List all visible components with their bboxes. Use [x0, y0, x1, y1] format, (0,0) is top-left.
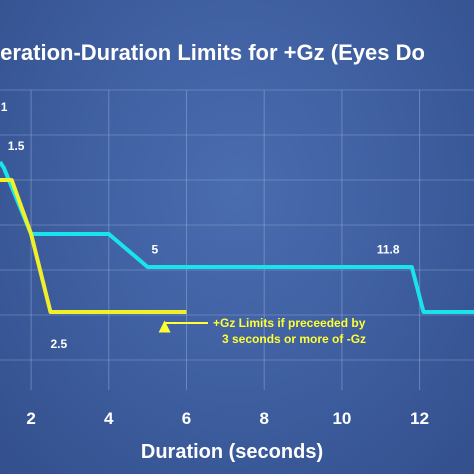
data-label-4: 2.5: [51, 337, 68, 351]
series-line-0: [0, 160, 474, 314]
data-label-1: 1.5: [8, 139, 25, 153]
x-axis-label: Duration (seconds): [141, 441, 323, 463]
x-tick-label-1: 4: [104, 409, 114, 428]
data-label-2: 5: [152, 243, 159, 257]
annotation-line-1: +Gz Limits if preceeded by: [213, 316, 366, 330]
annotation: +Gz Limits if preceeded by 3 seconds or …: [158, 316, 366, 346]
chart-title: leration-Duration Limits for +Gz (Eyes D…: [0, 40, 425, 65]
series-lines: [0, 160, 474, 314]
x-tick-label-0: 2: [26, 409, 35, 428]
x-tick-label-4: 10: [332, 409, 351, 428]
annotation-line-2: 3 seconds or more of -Gz: [222, 332, 366, 346]
x-axis-ticks: 2 4 6 8 10 12: [26, 409, 429, 428]
annotation-arrow-head: [158, 320, 171, 333]
grid: [0, 89, 474, 390]
x-tick-label-3: 8: [259, 409, 268, 428]
series-line-1: [0, 178, 187, 314]
x-tick-label-2: 6: [182, 409, 191, 428]
x-tick-label-5: 12: [410, 409, 429, 428]
data-label-3: 11.8: [377, 243, 400, 257]
data-labels: 1 1.5 5 11.8 2.5: [1, 100, 400, 351]
data-label-0: 1: [1, 100, 8, 114]
